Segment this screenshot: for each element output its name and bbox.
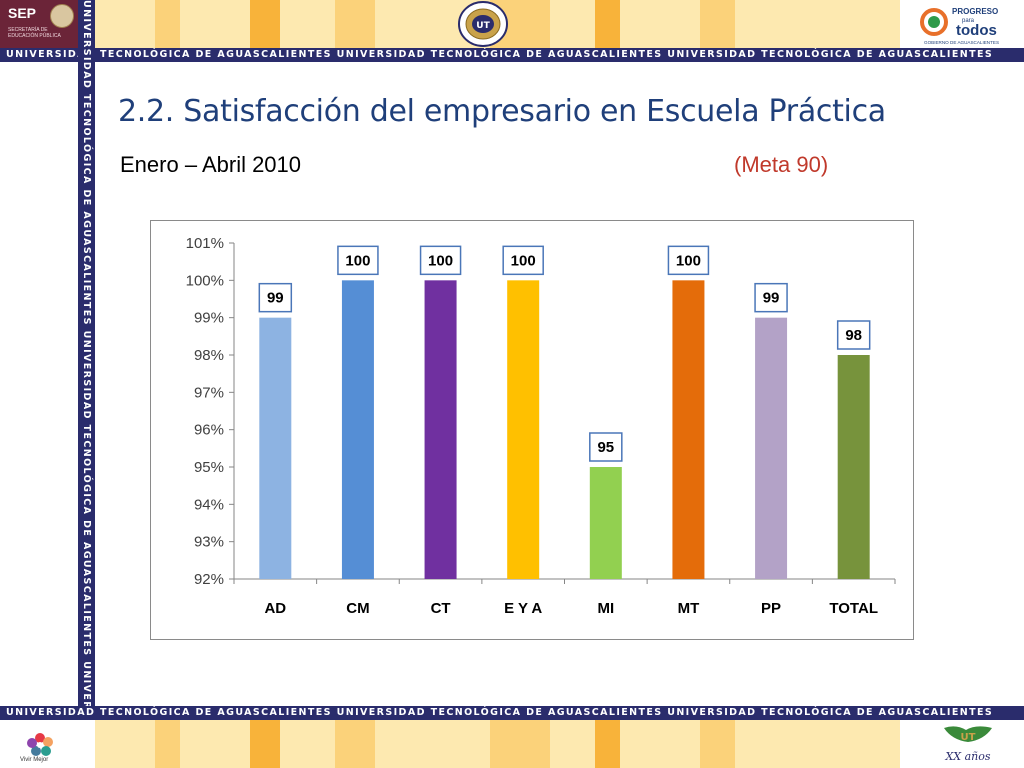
decorative-stripe bbox=[550, 0, 595, 48]
y-tick-label: 96% bbox=[194, 422, 224, 439]
university-banner-bottom: UNIVERSIDAD TECNOLÓGICA DE AGUASCALIENTE… bbox=[0, 706, 1024, 720]
banner-top-text: UNIVERSIDAD TECNOLÓGICA DE AGUASCALIENTE… bbox=[6, 49, 994, 60]
data-label: 100 bbox=[511, 252, 536, 269]
decorative-stripe bbox=[155, 0, 180, 48]
decorative-stripe bbox=[280, 0, 335, 48]
decorative-stripe bbox=[800, 720, 900, 768]
decorative-stripe bbox=[375, 0, 470, 48]
data-label-box bbox=[667, 245, 710, 276]
y-tick-label: 97% bbox=[194, 384, 224, 401]
bar-ct bbox=[424, 280, 457, 579]
university-banner-top: UNIVERSIDAD TECNOLÓGICA DE AGUASCALIENTE… bbox=[0, 48, 1024, 62]
decorative-stripe bbox=[95, 720, 155, 768]
data-label-box bbox=[589, 432, 623, 462]
decorative-stripe bbox=[95, 0, 155, 48]
y-tick-label: 93% bbox=[194, 534, 224, 551]
data-label-box bbox=[754, 282, 788, 313]
bar-total bbox=[837, 355, 870, 579]
data-label: 100 bbox=[428, 252, 453, 269]
decorative-stripe bbox=[490, 720, 550, 768]
y-tick-label: 95% bbox=[194, 459, 224, 476]
bar-chart: 92% 93% 94% 95% 96% 97% 98% 99% 100% 101% AD 99 CM 10… bbox=[186, 235, 896, 617]
top-decorative-stripes bbox=[95, 0, 900, 48]
university-seal-icon: UT bbox=[458, 1, 508, 47]
data-label: 95 bbox=[597, 439, 614, 456]
bar-e-y-a bbox=[507, 280, 540, 579]
sep-logo-subtitle: SECRETARÍA DE EDUCACIÓN PÚBLICA bbox=[8, 27, 61, 39]
x-tick-label: TOTAL bbox=[829, 600, 878, 617]
progreso-line3: todos bbox=[956, 22, 997, 39]
sep-logo: SEP SECRETARÍA DE EDUCACIÓN PÚBLICA bbox=[0, 0, 78, 48]
decorative-stripe bbox=[595, 0, 620, 48]
decorative-stripe bbox=[280, 720, 335, 768]
mexico-eagle-icon bbox=[50, 4, 74, 28]
progreso-para-todos-logo: PROGRESO para todos GOBIERNO DE AGUASCAL… bbox=[918, 2, 1022, 46]
decorative-stripe bbox=[735, 0, 800, 48]
data-label: 98 bbox=[845, 327, 862, 344]
period-subtitle: Enero – Abril 2010 bbox=[120, 152, 302, 177]
bar-mi bbox=[589, 467, 622, 579]
y-tick-label: 92% bbox=[194, 571, 224, 588]
decorative-stripe bbox=[250, 0, 280, 48]
decorative-stripe bbox=[620, 0, 700, 48]
x-tick-label: E Y A bbox=[504, 600, 542, 617]
decorative-stripe bbox=[180, 720, 250, 768]
decorative-stripe bbox=[470, 720, 490, 768]
bottom-decorative-stripes bbox=[95, 720, 900, 768]
progreso-line2: para bbox=[962, 18, 975, 24]
y-tick-label: 99% bbox=[194, 310, 224, 327]
vivir-mejor-label: Vivir Mejor bbox=[20, 757, 49, 763]
decorative-stripe bbox=[700, 720, 735, 768]
decorative-stripe bbox=[735, 720, 800, 768]
decorative-stripe bbox=[620, 720, 700, 768]
bar-pp bbox=[755, 317, 788, 579]
decorative-stripe bbox=[250, 720, 280, 768]
chart-frame: 92% 93% 94% 95% 96% 97% 98% 99% 100% 101% AD 99 CM 10… bbox=[150, 220, 914, 640]
data-label: 100 bbox=[345, 252, 370, 269]
data-label-box bbox=[337, 245, 379, 276]
bar-ad bbox=[259, 317, 292, 579]
data-label: 99 bbox=[763, 290, 780, 307]
decorative-stripe bbox=[800, 0, 900, 48]
data-label-box bbox=[502, 245, 544, 276]
slide-title: 2.2. Satisfacción del empresario en Escu… bbox=[118, 94, 886, 129]
data-label: 100 bbox=[676, 252, 701, 269]
ut-years-text: XX años bbox=[944, 750, 990, 763]
banner-bottom-text: UNIVERSIDAD TECNOLÓGICA DE AGUASCALIENTE… bbox=[6, 707, 994, 718]
svg-text:UT: UT bbox=[961, 732, 976, 743]
university-vertical-band: UNIVERSIDAD TECNOLÓGICA DE AGUASCALIENTE… bbox=[78, 0, 95, 768]
data-label-box bbox=[836, 320, 871, 350]
data-label-box bbox=[419, 245, 462, 276]
decorative-stripe bbox=[180, 0, 250, 48]
x-tick-label: PP bbox=[761, 600, 781, 617]
goal-label: (Meta 90) bbox=[734, 152, 829, 177]
y-tick-label: 100% bbox=[186, 272, 224, 289]
x-tick-label: AD bbox=[264, 600, 286, 617]
y-tick-label: 94% bbox=[194, 496, 224, 513]
bar-cm bbox=[341, 280, 374, 579]
decorative-stripe bbox=[155, 720, 180, 768]
decorative-stripe bbox=[595, 720, 620, 768]
x-tick-label: MT bbox=[678, 600, 700, 617]
x-tick-label: CM bbox=[346, 600, 369, 617]
progreso-line1: PROGRESO bbox=[952, 7, 998, 16]
x-tick-label: MI bbox=[597, 600, 614, 617]
vertical-band-text: UNIVERSIDAD TECNOLÓGICA DE AGUASCALIENTE… bbox=[81, 0, 92, 768]
decorative-stripe bbox=[335, 0, 375, 48]
decorative-stripe bbox=[375, 720, 470, 768]
vivir-mejor-logo-icon bbox=[27, 733, 53, 756]
x-tick-label: CT bbox=[431, 600, 451, 617]
bar-mt bbox=[672, 280, 705, 579]
progreso-sub: GOBIERNO DE AGUASCALIENTES bbox=[924, 40, 999, 45]
svg-text:UT: UT bbox=[476, 21, 490, 31]
y-tick-label: 101% bbox=[186, 235, 224, 252]
decorative-stripe bbox=[550, 720, 595, 768]
ut-20-years-logo-icon: UT XX años bbox=[944, 726, 992, 763]
decorative-stripe bbox=[700, 0, 735, 48]
data-label-box bbox=[258, 282, 293, 313]
y-tick-label: 98% bbox=[194, 347, 224, 364]
data-label: 99 bbox=[267, 290, 284, 307]
sep-logo-text: SEP bbox=[8, 5, 37, 21]
decorative-stripe bbox=[335, 720, 375, 768]
